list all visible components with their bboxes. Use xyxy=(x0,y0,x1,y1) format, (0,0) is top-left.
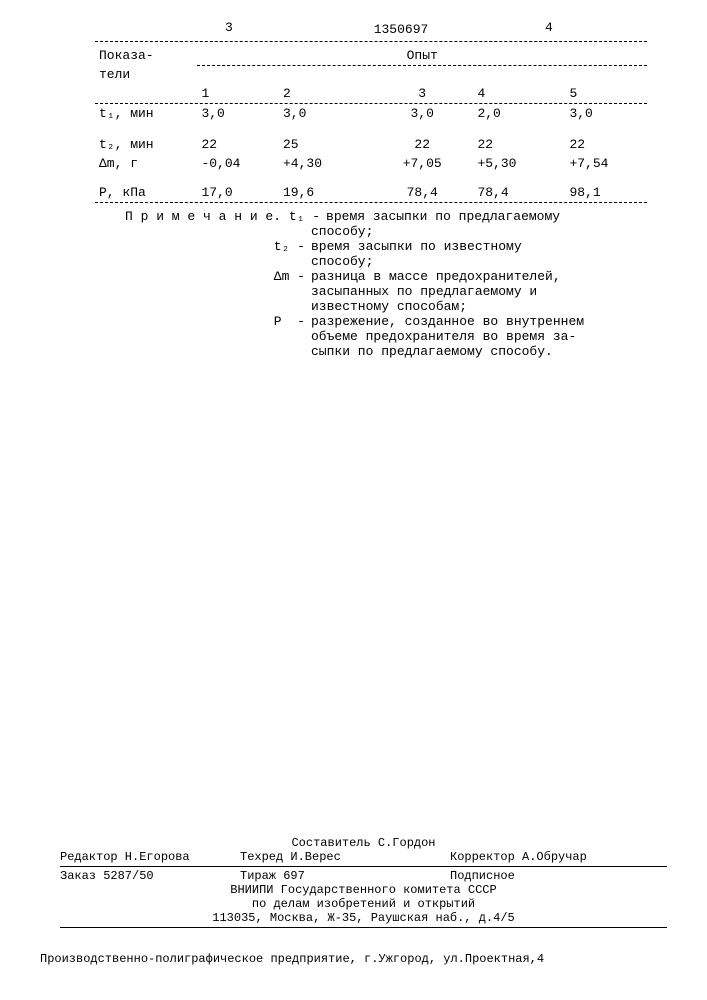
cell: 78,4 xyxy=(473,183,565,202)
footer-rule-2 xyxy=(60,927,667,928)
opyt-header: Опыт xyxy=(197,42,647,65)
note-text: разрежение, созданное во внутреннем xyxy=(311,314,647,329)
row-label: Δm, г xyxy=(95,154,197,173)
compiler: Составитель С.Гордон xyxy=(60,836,667,850)
cell: 19,6 xyxy=(279,183,371,202)
podpisnoe: Подписное xyxy=(450,869,667,883)
cell: 2,0 xyxy=(473,104,565,123)
notes-block: П р и м е ч а н и е. t₁ - время засыпки … xyxy=(125,209,647,359)
cell: +7,54 xyxy=(565,154,647,173)
row-label: t₂, мин xyxy=(95,135,197,154)
note-text: способу; xyxy=(311,254,647,269)
note-text: время засыпки по известному xyxy=(311,239,647,254)
note-text: разница в массе предохранителей, xyxy=(311,269,647,284)
note-key: P - xyxy=(125,314,311,329)
note-text: сыпки по предлагаемому способу. xyxy=(311,344,647,359)
cell: -0,04 xyxy=(197,154,279,173)
param-header-1: Показа- xyxy=(95,42,197,65)
cell: 78,4 xyxy=(371,183,473,202)
table-row: t₁, мин 3,0 3,0 3,0 2,0 3,0 xyxy=(95,104,647,123)
table-row: P, кПа 17,0 19,6 78,4 78,4 98,1 xyxy=(95,183,647,202)
org-line-1: ВНИИПИ Государственного комитета СССР xyxy=(60,883,667,897)
cell: 98,1 xyxy=(565,183,647,202)
note-key: t₂ - xyxy=(125,239,311,254)
table-bottom-rule xyxy=(95,202,647,203)
col-header: 1 xyxy=(197,84,279,103)
note-key: Δm - xyxy=(125,269,311,284)
cell: 3,0 xyxy=(371,104,473,123)
col-header: 4 xyxy=(473,84,565,103)
notes-heading: П р и м е ч а н и е. t₁ - xyxy=(125,209,326,224)
cell: +7,05 xyxy=(371,154,473,173)
tech-editor: Техред И.Верес xyxy=(240,850,450,864)
printer-line: Производственно-полиграфическое предприя… xyxy=(40,952,687,966)
page-num-right: 4 xyxy=(545,20,553,35)
cell: 3,0 xyxy=(279,104,371,123)
editor: Редактор Н.Егорова xyxy=(60,850,240,864)
cell: 22 xyxy=(371,135,473,154)
tirazh: Тираж 697 xyxy=(240,869,450,883)
col-header: 2 xyxy=(279,84,371,103)
address: 113035, Москва, Ж-35, Раушская наб., д.4… xyxy=(60,911,667,925)
cell: +4,30 xyxy=(279,154,371,173)
note-text: засыпанных по предлагаемому и xyxy=(311,284,647,299)
order-number: Заказ 5287/50 xyxy=(60,869,240,883)
corrector: Корректор А.Обручар xyxy=(450,850,667,864)
table-row: t₂, мин 22 25 22 22 22 xyxy=(95,135,647,154)
note-text: объеме предохранителя во время за- xyxy=(311,329,647,344)
row-label: P, кПа xyxy=(95,183,197,202)
page-num-left: 3 xyxy=(225,20,233,35)
cell: +5,30 xyxy=(473,154,565,173)
footer-rule-1 xyxy=(60,866,667,867)
param-header-2: тели xyxy=(95,65,197,84)
footer-block: Составитель С.Гордон Редактор Н.Егорова … xyxy=(60,836,667,930)
row-label: t₁, мин xyxy=(95,104,197,123)
cell: 17,0 xyxy=(197,183,279,202)
data-table: Показа- Опыт тели 1 2 3 4 5 t₁, мин 3,0 … xyxy=(95,42,647,203)
cell: 22 xyxy=(197,135,279,154)
col-header: 5 xyxy=(565,84,647,103)
opyt-subrule xyxy=(197,65,647,66)
cell: 22 xyxy=(565,135,647,154)
note-text: известному способам; xyxy=(311,299,647,314)
table-row: Δm, г -0,04 +4,30 +7,05 +5,30 +7,54 xyxy=(95,154,647,173)
cell: 3,0 xyxy=(565,104,647,123)
note-text: способу; xyxy=(311,224,647,239)
col-header: 3 xyxy=(371,84,473,103)
note-text: время засыпки по предлагаемому xyxy=(326,209,647,224)
org-line-2: по делам изобретений и открытий xyxy=(60,897,667,911)
cell: 3,0 xyxy=(197,104,279,123)
cell: 25 xyxy=(279,135,371,154)
cell: 22 xyxy=(473,135,565,154)
